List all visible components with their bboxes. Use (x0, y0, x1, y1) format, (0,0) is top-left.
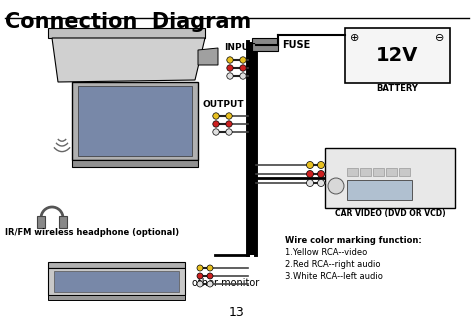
Bar (347, 168, 358, 176)
Bar (325, 148, 455, 208)
Text: ⊕: ⊕ (350, 33, 360, 43)
Circle shape (240, 57, 246, 63)
Circle shape (197, 273, 203, 279)
Circle shape (226, 121, 232, 127)
Circle shape (307, 161, 313, 169)
Circle shape (213, 121, 219, 127)
Polygon shape (248, 42, 256, 255)
Circle shape (197, 265, 203, 271)
Text: BATTERY: BATTERY (376, 84, 419, 93)
Text: 13: 13 (229, 306, 245, 319)
Text: Connection  Diagram: Connection Diagram (5, 12, 251, 32)
Text: OUTPUT: OUTPUT (203, 100, 245, 109)
Circle shape (240, 73, 246, 79)
Circle shape (328, 178, 344, 194)
Bar (373, 168, 384, 176)
Bar (252, 38, 278, 51)
Bar (360, 168, 371, 176)
Polygon shape (54, 271, 179, 292)
Text: 12V: 12V (376, 46, 419, 65)
Circle shape (207, 273, 213, 279)
Text: INPUT: INPUT (224, 43, 255, 52)
Text: 2.Red RCA--right audio: 2.Red RCA--right audio (285, 260, 381, 269)
Polygon shape (48, 262, 185, 268)
Circle shape (227, 73, 233, 79)
Circle shape (226, 129, 232, 135)
Polygon shape (198, 48, 218, 65)
Text: Wire color marking function:: Wire color marking function: (285, 236, 422, 245)
Circle shape (318, 179, 325, 187)
Bar (347, 180, 412, 200)
Text: IR/FM wireless headphone (optional): IR/FM wireless headphone (optional) (5, 228, 179, 237)
Circle shape (318, 170, 325, 178)
Circle shape (197, 281, 203, 287)
Text: 1.Yellow RCA--video: 1.Yellow RCA--video (285, 248, 367, 257)
Circle shape (207, 281, 213, 287)
Circle shape (213, 129, 219, 135)
Text: FUSE: FUSE (282, 39, 310, 49)
Text: other monitor: other monitor (192, 278, 259, 288)
Circle shape (307, 170, 313, 178)
Circle shape (307, 179, 313, 187)
Polygon shape (72, 160, 198, 167)
Polygon shape (72, 82, 198, 160)
Polygon shape (78, 86, 192, 156)
Polygon shape (48, 268, 185, 295)
Polygon shape (48, 28, 205, 38)
Circle shape (240, 65, 246, 71)
Circle shape (227, 65, 233, 71)
Circle shape (318, 161, 325, 169)
Bar (345, 28, 450, 83)
Polygon shape (48, 295, 185, 300)
Text: CAR VIDEO (DVD OR VCD): CAR VIDEO (DVD OR VCD) (335, 209, 445, 218)
Circle shape (213, 113, 219, 119)
Bar (37, 216, 45, 228)
Bar (399, 168, 410, 176)
Circle shape (227, 57, 233, 63)
Bar (386, 168, 397, 176)
Text: ⊖: ⊖ (435, 33, 445, 43)
Circle shape (207, 265, 213, 271)
Text: 3.White RCA--left audio: 3.White RCA--left audio (285, 272, 383, 281)
Polygon shape (52, 38, 205, 82)
Circle shape (226, 113, 232, 119)
Bar (59, 216, 67, 228)
